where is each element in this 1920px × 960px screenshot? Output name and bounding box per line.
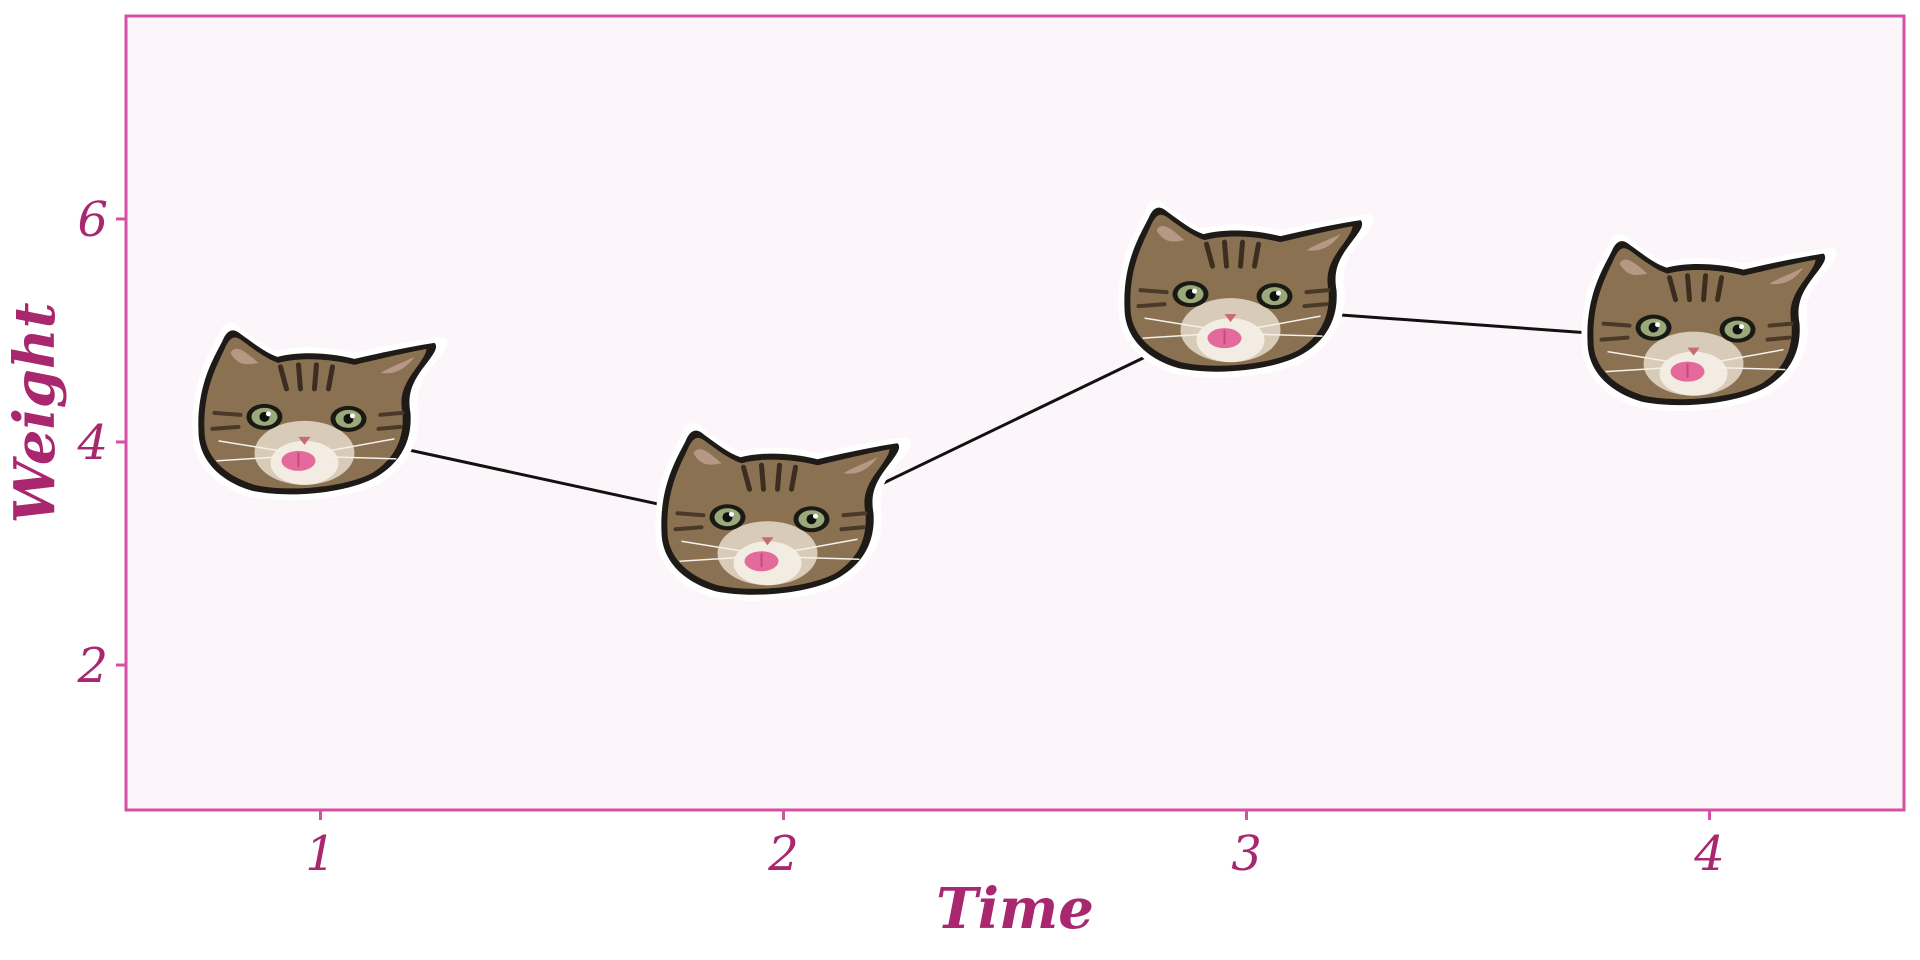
x-axis: 1 2 3 4	[305, 810, 1725, 882]
y-axis-title: Weight	[2, 302, 68, 523]
y-tick-label: 2	[76, 638, 108, 694]
plot-panel	[124, 14, 1906, 812]
y-axis: 2 4 6	[76, 192, 126, 694]
x-tick-label: 2	[767, 826, 799, 882]
x-tick-label: 4	[1693, 826, 1725, 882]
x-tick-label: 1	[305, 826, 336, 882]
x-axis-title: Time	[936, 876, 1094, 942]
y-tick-label: 6	[77, 192, 108, 248]
x-tick-label: 3	[1231, 826, 1262, 882]
y-tick-label: 4	[76, 415, 108, 471]
